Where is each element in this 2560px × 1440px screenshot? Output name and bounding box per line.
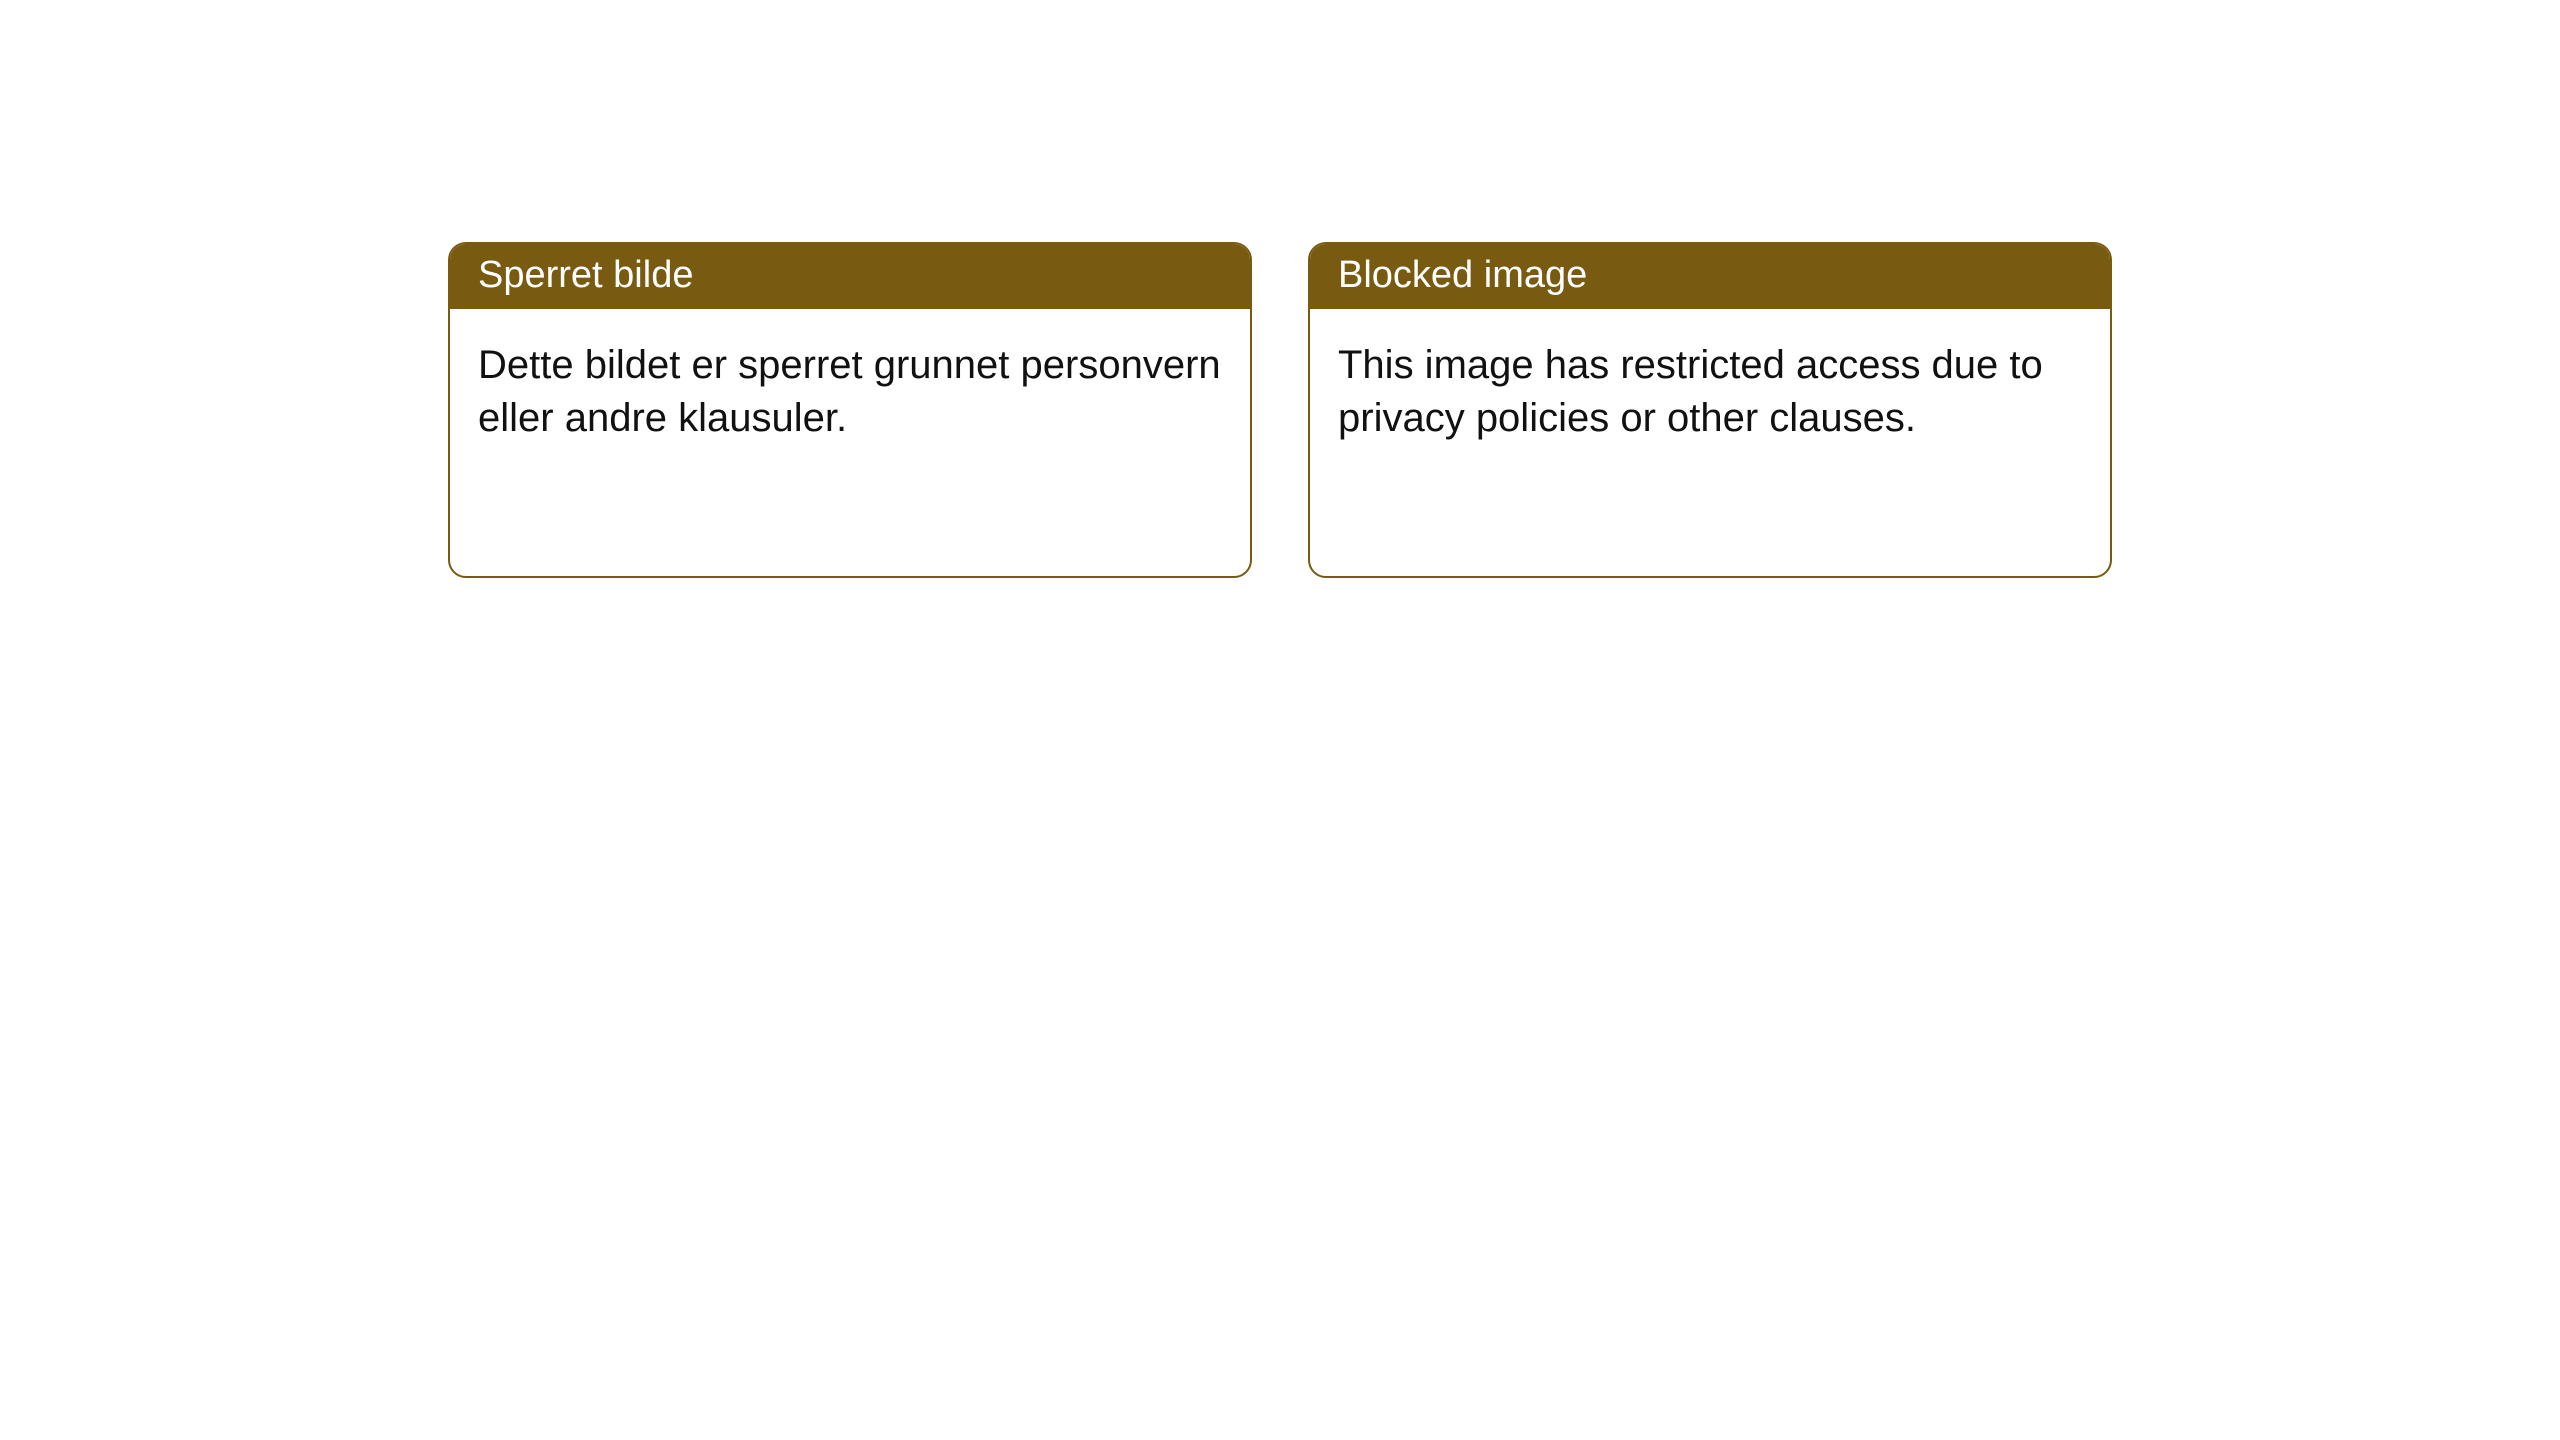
notice-card-no: Sperret bilde Dette bildet er sperret gr… [448,242,1252,578]
notice-card-en: Blocked image This image has restricted … [1308,242,2112,578]
notice-body: This image has restricted access due to … [1310,309,2110,475]
notice-body: Dette bildet er sperret grunnet personve… [450,309,1250,475]
notice-container: Sperret bilde Dette bildet er sperret gr… [0,0,2560,578]
notice-title: Sperret bilde [450,244,1250,309]
notice-title: Blocked image [1310,244,2110,309]
